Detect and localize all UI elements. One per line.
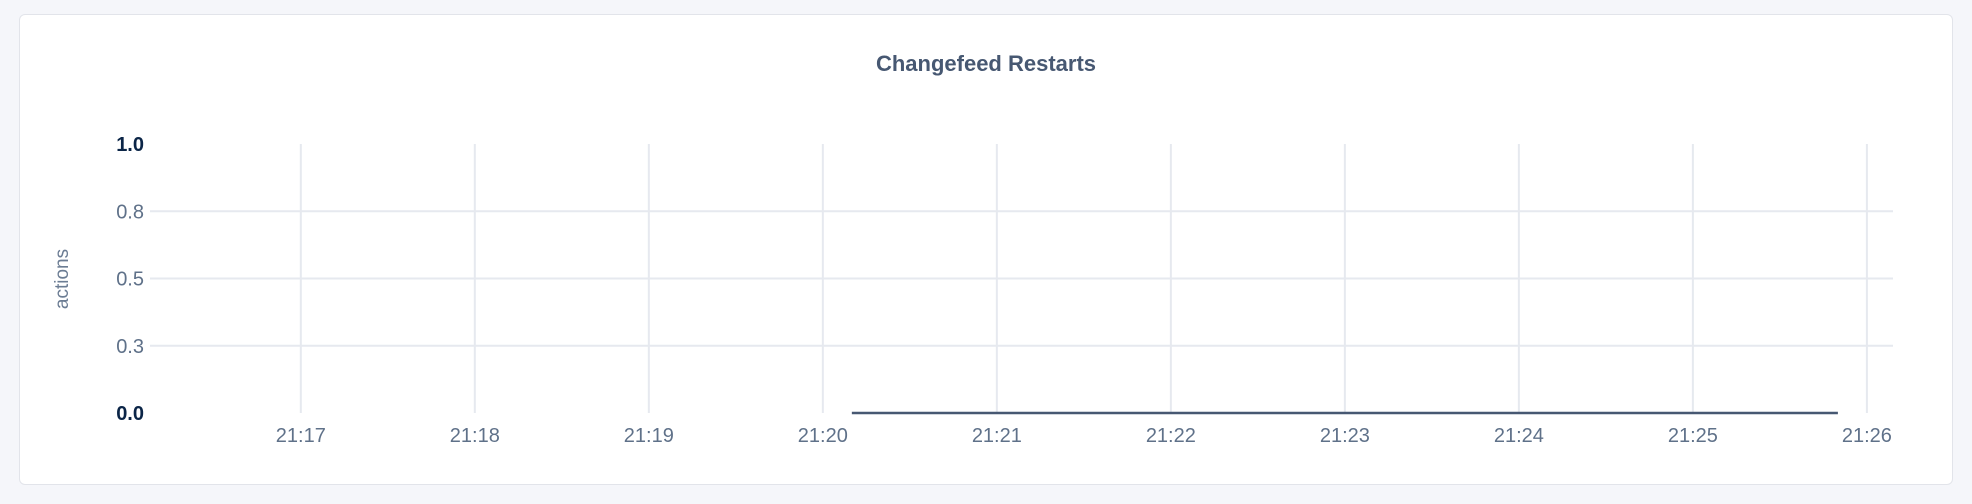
chart-card (19, 14, 1953, 485)
chart-title: Changefeed Restarts (876, 51, 1096, 76)
y-tick-label: 0.0 (116, 403, 144, 425)
y-tick-label: 0.8 (116, 201, 144, 223)
x-tick-label: 21:18 (450, 425, 500, 447)
x-tick-label: 21:21 (972, 425, 1022, 447)
y-tick-label: 1.0 (116, 134, 144, 156)
x-tick-label: 21:25 (1668, 425, 1718, 447)
x-tick-label: 21:22 (1146, 425, 1196, 447)
x-tick-label: 21:19 (624, 425, 674, 447)
x-tick-label: 21:20 (798, 425, 848, 447)
y-tick-label: 0.3 (116, 336, 144, 358)
x-tick-label: 21:24 (1494, 425, 1544, 447)
x-tick-label: 21:26 (1842, 425, 1892, 447)
y-tick-label: 0.5 (116, 269, 144, 291)
y-axis-label: actions (52, 249, 73, 309)
x-tick-label: 21:17 (276, 425, 326, 447)
x-tick-label: 21:23 (1320, 425, 1370, 447)
